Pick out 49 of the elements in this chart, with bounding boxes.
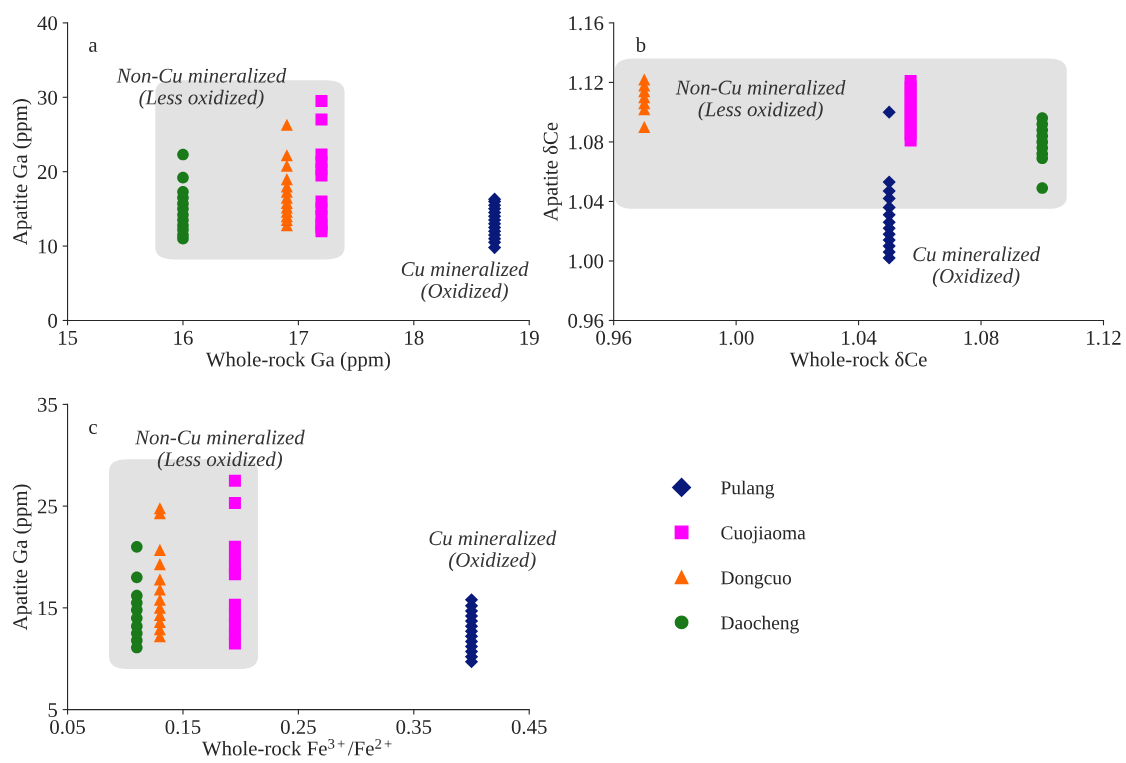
x-tick-label: 0.25: [280, 719, 316, 735]
legend-label: Dongcuo: [721, 571, 792, 589]
y-tick-label: 40: [37, 16, 58, 31]
annotation: c: [89, 424, 97, 435]
x-tick-label: 15: [58, 330, 78, 345]
y-tick-label: 0: [48, 313, 58, 328]
y-tick-label: 35: [38, 397, 58, 412]
x-tick-label: 0.05: [50, 719, 85, 735]
annotation: Non-Cu mineralized (Less oxidized): [134, 429, 305, 471]
annotation: Non-Cu mineralized (Less oxidized): [116, 68, 287, 109]
x-tick-label: 18: [405, 330, 424, 345]
x-tick-label: 17: [289, 330, 309, 345]
annotation: a: [89, 41, 98, 52]
x-tick-label: 0.45: [511, 719, 547, 735]
legend-label: Pulang: [721, 480, 775, 499]
y-axis-title: Apatite δCe: [542, 122, 562, 222]
y-tick-label: 25: [37, 499, 58, 514]
y-tick-label: 1.04: [569, 194, 604, 209]
annotation: Non-Cu mineralized (Less oxidized): [675, 79, 846, 121]
y-tick-label: 1.00: [569, 254, 604, 269]
y-tick-label: 10: [38, 239, 58, 254]
y-tick-label: 30: [38, 90, 58, 105]
y-tick-label: 5: [48, 703, 58, 718]
x-tick-label: 0.15: [165, 719, 201, 735]
x-tick-label: 0.35: [396, 719, 432, 735]
x-tick-label: 1.00: [719, 330, 754, 345]
y-tick-label: 1.08: [569, 135, 604, 150]
y-axis-title: Apatite Ga (ppm): [12, 484, 32, 631]
y-tick-label: 0.96: [568, 313, 604, 328]
x-tick-label: 19: [520, 330, 539, 345]
x-axis-title: Whole-rock Fe$^{3+}$/Fe$^{2+}$: [201, 738, 392, 756]
y-tick-label: 1.16: [569, 16, 604, 31]
x-tick-label: 1.08: [964, 330, 999, 345]
x-tick-label: 0.96: [596, 330, 632, 345]
legend-label: Cuojiaoma: [721, 526, 806, 544]
x-axis-title: Whole-rock Ga (ppm): [205, 351, 391, 371]
y-axis-title: Apatite Ga (ppm): [12, 99, 32, 245]
x-tick-label: 1.12: [1087, 330, 1121, 345]
x-tick-label: 1.04: [842, 330, 877, 345]
x-tick-label: 16: [174, 330, 193, 345]
y-tick-label: 20: [37, 165, 58, 180]
annotation: Cu mineralized (Oxidized): [401, 261, 529, 303]
y-tick-label: 1.12: [569, 75, 603, 90]
x-axis-title: Whole-rock δCe: [789, 351, 927, 367]
annotation: b: [635, 37, 646, 52]
y-tick-label: 15: [38, 601, 58, 616]
annotation: Cu mineralized (Oxidized): [429, 530, 557, 572]
annotation: Cu mineralized (Oxidized): [913, 246, 1041, 288]
legend-label: Daocheng: [721, 615, 799, 634]
